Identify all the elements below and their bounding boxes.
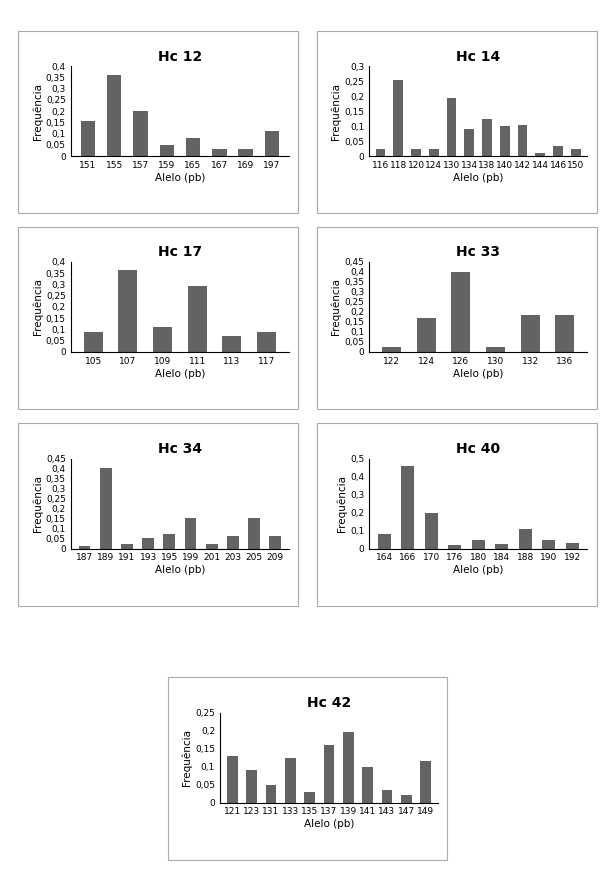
Bar [553, 146, 563, 156]
Title: Hc 17: Hc 17 [158, 245, 202, 259]
X-axis label: Alelo (pb): Alelo (pb) [453, 565, 503, 575]
Bar [212, 149, 226, 156]
Bar [472, 540, 485, 549]
Bar [425, 512, 438, 549]
Bar [343, 732, 354, 803]
Bar [420, 761, 431, 803]
Bar [429, 149, 438, 156]
Bar [382, 347, 401, 352]
Bar [227, 535, 239, 549]
Bar [247, 770, 257, 803]
Title: Hc 40: Hc 40 [456, 442, 500, 456]
Bar [285, 758, 296, 803]
Bar [100, 467, 111, 549]
Bar [566, 543, 579, 549]
Bar [121, 543, 133, 549]
Bar [571, 149, 581, 156]
Bar [495, 544, 508, 549]
Bar [227, 756, 238, 803]
Bar [266, 785, 276, 803]
Bar [79, 546, 90, 549]
Bar [81, 121, 95, 156]
Bar [464, 129, 474, 156]
Bar [269, 535, 281, 549]
Y-axis label: Frequência: Frequência [336, 475, 347, 532]
Bar [401, 466, 414, 549]
Bar [159, 145, 174, 156]
Bar [555, 315, 574, 352]
Y-axis label: Frequência: Frequência [331, 279, 341, 335]
Bar [118, 270, 137, 352]
Title: Hc 34: Hc 34 [158, 442, 202, 456]
X-axis label: Alelo (pb): Alelo (pb) [304, 819, 354, 829]
Bar [378, 534, 391, 549]
Bar [451, 272, 470, 352]
Title: Hc 42: Hc 42 [307, 696, 351, 710]
Bar [188, 286, 207, 352]
Bar [153, 327, 172, 352]
Bar [394, 79, 403, 156]
Bar [448, 545, 461, 549]
Title: Hc 33: Hc 33 [456, 245, 500, 259]
Bar [107, 75, 121, 156]
Bar [411, 149, 421, 156]
Bar [323, 745, 335, 803]
Bar [362, 766, 373, 803]
Title: Hc 12: Hc 12 [158, 49, 202, 64]
Bar [401, 796, 411, 803]
Bar [518, 529, 531, 549]
Bar [536, 153, 545, 156]
Bar [206, 543, 218, 549]
Bar [84, 332, 103, 352]
Bar [184, 518, 196, 549]
Title: Hc 14: Hc 14 [456, 49, 500, 64]
Bar [486, 347, 505, 352]
Y-axis label: Frequência: Frequência [33, 279, 43, 335]
Bar [542, 540, 555, 549]
Bar [257, 332, 276, 352]
Bar [518, 124, 528, 156]
Bar [446, 98, 456, 156]
Bar [223, 336, 242, 352]
Bar [382, 790, 392, 803]
X-axis label: Alelo (pb): Alelo (pb) [453, 173, 503, 183]
X-axis label: Alelo (pb): Alelo (pb) [155, 565, 205, 575]
Bar [416, 318, 435, 352]
Bar [500, 126, 510, 156]
Bar [142, 538, 154, 549]
Bar [248, 518, 260, 549]
Bar [133, 111, 148, 156]
Bar [264, 131, 279, 156]
Bar [521, 315, 540, 352]
Y-axis label: Frequência: Frequência [33, 83, 43, 139]
X-axis label: Alelo (pb): Alelo (pb) [155, 369, 205, 378]
Y-axis label: Frequência: Frequência [331, 83, 341, 139]
Bar [239, 149, 253, 156]
X-axis label: Alelo (pb): Alelo (pb) [155, 173, 205, 183]
Bar [164, 534, 175, 549]
X-axis label: Alelo (pb): Alelo (pb) [453, 369, 503, 378]
Y-axis label: Frequência: Frequência [33, 475, 43, 532]
Bar [304, 792, 315, 803]
Y-axis label: Frequência: Frequência [181, 729, 192, 786]
Bar [376, 149, 386, 156]
Bar [482, 118, 492, 156]
Bar [186, 138, 200, 156]
